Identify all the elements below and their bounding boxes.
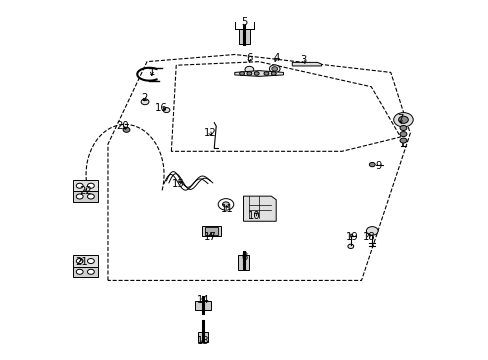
- Text: 3: 3: [299, 55, 305, 65]
- Polygon shape: [292, 62, 321, 66]
- Circle shape: [244, 66, 253, 73]
- Circle shape: [239, 72, 244, 75]
- Text: 9: 9: [375, 161, 381, 171]
- Circle shape: [163, 108, 169, 113]
- Circle shape: [246, 72, 251, 75]
- Text: 2: 2: [141, 93, 147, 103]
- Circle shape: [271, 67, 277, 71]
- Bar: [239, 29, 249, 44]
- Polygon shape: [73, 255, 98, 267]
- Circle shape: [347, 244, 353, 248]
- Bar: [195, 301, 210, 310]
- Bar: [204, 227, 218, 234]
- Circle shape: [366, 226, 377, 235]
- Text: 16: 16: [155, 103, 168, 113]
- Circle shape: [222, 202, 229, 207]
- Text: 17: 17: [203, 232, 216, 242]
- Text: 8: 8: [241, 252, 247, 262]
- Text: 11: 11: [221, 204, 233, 214]
- Text: 10: 10: [247, 211, 260, 221]
- Circle shape: [254, 72, 259, 75]
- Circle shape: [399, 132, 406, 136]
- Text: 20: 20: [116, 121, 129, 131]
- Text: 14: 14: [196, 295, 209, 305]
- Circle shape: [76, 183, 83, 188]
- Text: 21: 21: [75, 257, 87, 267]
- Circle shape: [87, 183, 94, 188]
- Circle shape: [76, 194, 83, 199]
- Circle shape: [271, 72, 276, 75]
- Text: 19: 19: [345, 232, 357, 242]
- Bar: [201, 226, 221, 236]
- Text: 6: 6: [245, 53, 252, 63]
- Text: 5: 5: [241, 17, 247, 27]
- Circle shape: [398, 116, 407, 123]
- Text: 22: 22: [80, 186, 92, 196]
- Circle shape: [399, 126, 406, 131]
- Circle shape: [87, 258, 94, 264]
- Polygon shape: [73, 192, 98, 202]
- Text: 12: 12: [203, 129, 216, 138]
- Text: 15: 15: [172, 179, 184, 189]
- Text: 13: 13: [196, 336, 209, 346]
- Bar: [197, 332, 208, 342]
- Circle shape: [399, 138, 406, 143]
- Text: 4: 4: [272, 53, 279, 63]
- Polygon shape: [234, 71, 283, 76]
- Text: 7: 7: [397, 114, 403, 124]
- Circle shape: [87, 194, 94, 199]
- Circle shape: [76, 258, 83, 264]
- Bar: [238, 255, 248, 270]
- Circle shape: [368, 162, 374, 167]
- Circle shape: [141, 99, 149, 105]
- Circle shape: [123, 127, 130, 132]
- Polygon shape: [243, 196, 276, 221]
- Circle shape: [218, 199, 233, 210]
- Text: 18: 18: [362, 232, 374, 242]
- Polygon shape: [73, 180, 98, 192]
- Circle shape: [264, 72, 268, 75]
- Circle shape: [76, 269, 83, 274]
- Polygon shape: [73, 267, 98, 277]
- Circle shape: [393, 113, 412, 127]
- Text: 1: 1: [148, 67, 155, 77]
- Circle shape: [87, 269, 94, 274]
- Circle shape: [269, 65, 280, 73]
